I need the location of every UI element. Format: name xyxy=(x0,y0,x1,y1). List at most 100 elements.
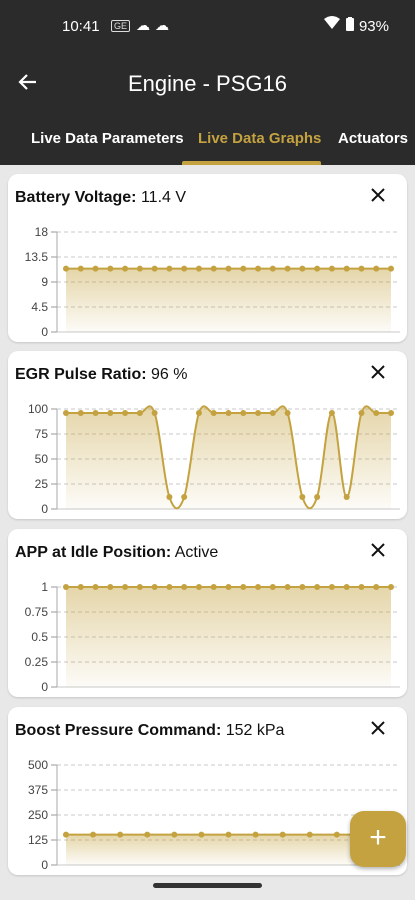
y-tick-label: 125 xyxy=(28,833,48,847)
app-bar: Engine - PSG16 Live Data Parameters Live… xyxy=(0,55,415,165)
graph-card-boost-pressure-command: Boost Pressure Command: 152 kPa 500 375 25… xyxy=(8,707,407,875)
graph-battery-voltage: 18 13.5 9 4.5 0 xyxy=(25,225,400,339)
data-point xyxy=(151,265,158,272)
y-tick-label: 75 xyxy=(35,427,49,441)
data-point xyxy=(343,494,350,500)
data-point xyxy=(195,584,202,590)
battery-percent: 93% xyxy=(358,18,389,35)
data-point xyxy=(343,265,350,272)
data-point xyxy=(210,410,217,416)
y-tick-label: 13.5 xyxy=(25,250,49,264)
wifi-icon xyxy=(324,16,340,33)
data-point xyxy=(240,410,247,416)
y-tick-label: 250 xyxy=(28,808,48,822)
graph-value: 11.4 V xyxy=(140,189,187,206)
graph-app-idle-position: 1 0.75 0.5 0.25 0 xyxy=(25,580,400,694)
data-point xyxy=(314,584,321,590)
gesture-nav-bar[interactable] xyxy=(153,883,262,888)
graph-value: Active xyxy=(174,544,219,561)
data-point xyxy=(144,831,151,838)
data-point xyxy=(151,584,158,590)
data-point xyxy=(358,265,365,272)
graph-card-battery-voltage: Battery Voltage: 11.4 V 18 13.5 9 4.5 0 xyxy=(8,174,407,342)
data-point xyxy=(388,410,394,416)
data-point xyxy=(333,831,340,838)
data-point xyxy=(195,410,202,416)
data-point xyxy=(181,265,188,272)
y-tick-label: 0 xyxy=(41,502,48,516)
tab-actuators[interactable]: Actuators xyxy=(338,130,409,147)
data-point xyxy=(240,584,247,590)
data-point xyxy=(63,410,69,416)
data-point xyxy=(136,410,143,416)
close-icon[interactable] xyxy=(369,363,387,381)
active-tab-indicator xyxy=(182,161,321,165)
data-point xyxy=(269,265,276,272)
data-point xyxy=(279,831,286,838)
data-point xyxy=(92,410,99,416)
close-icon[interactable] xyxy=(369,541,387,559)
data-point xyxy=(358,410,365,416)
data-point xyxy=(388,584,394,590)
page-title: Engine - PSG16 xyxy=(128,71,287,96)
y-tick-label: 0.25 xyxy=(25,655,49,669)
data-point xyxy=(373,584,380,590)
data-point xyxy=(225,410,232,416)
close-icon[interactable] xyxy=(369,719,387,737)
data-point xyxy=(122,584,129,590)
series-area xyxy=(66,587,391,687)
data-point xyxy=(225,831,232,838)
data-point xyxy=(343,584,350,590)
series-area xyxy=(66,834,391,865)
tab-live-data-parameters[interactable]: Live Data Parameters xyxy=(31,130,184,147)
data-point xyxy=(198,831,205,838)
y-tick-label: 50 xyxy=(35,452,49,466)
back-arrow-icon[interactable] xyxy=(18,71,38,99)
y-tick-label: 0.5 xyxy=(31,630,48,644)
status-bar: 10:41 GE ☁ ☁ 93% xyxy=(0,0,415,55)
data-point xyxy=(284,265,291,272)
data-point xyxy=(92,584,99,590)
data-point xyxy=(90,831,97,838)
data-point xyxy=(210,584,217,590)
graph-title: EGR Pulse Ratio: 96 % xyxy=(15,366,188,384)
data-point xyxy=(240,265,247,272)
battery-icon xyxy=(346,17,354,34)
data-point xyxy=(225,265,232,272)
add-graph-button[interactable]: + xyxy=(350,811,406,867)
y-tick-label: 1 xyxy=(41,580,48,594)
cloud-icon: ☁ xyxy=(155,17,169,33)
data-point xyxy=(107,410,114,416)
tab-live-data-graphs[interactable]: Live Data Graphs xyxy=(198,130,322,147)
data-point xyxy=(314,494,321,500)
graph-label: EGR Pulse Ratio: xyxy=(15,366,147,383)
graph-title: Boost Pressure Command: 152 kPa xyxy=(15,722,284,740)
graph-title: Battery Voltage: 11.4 V xyxy=(15,189,186,207)
data-point xyxy=(171,831,178,838)
data-point xyxy=(166,265,173,272)
data-point xyxy=(92,265,99,272)
data-point xyxy=(306,831,313,838)
data-point xyxy=(373,410,380,416)
y-tick-label: 0.75 xyxy=(25,605,49,619)
data-point xyxy=(373,265,380,272)
data-point xyxy=(181,584,188,590)
data-point xyxy=(166,584,173,590)
data-point xyxy=(166,494,173,500)
data-point xyxy=(151,410,158,416)
weather-icon: ☁ xyxy=(136,17,150,33)
data-point xyxy=(63,584,69,590)
data-point xyxy=(107,584,114,590)
data-point xyxy=(117,831,124,838)
close-icon[interactable] xyxy=(369,186,387,204)
data-point xyxy=(299,494,306,500)
data-point xyxy=(299,265,306,272)
y-tick-label: 0 xyxy=(41,858,48,872)
data-point xyxy=(181,494,188,500)
series-area xyxy=(66,268,391,332)
data-point xyxy=(136,584,143,590)
graph-label: Battery Voltage: xyxy=(15,189,137,206)
y-tick-label: 500 xyxy=(28,758,48,772)
notification-icon: GE xyxy=(111,20,131,32)
data-point xyxy=(358,584,365,590)
